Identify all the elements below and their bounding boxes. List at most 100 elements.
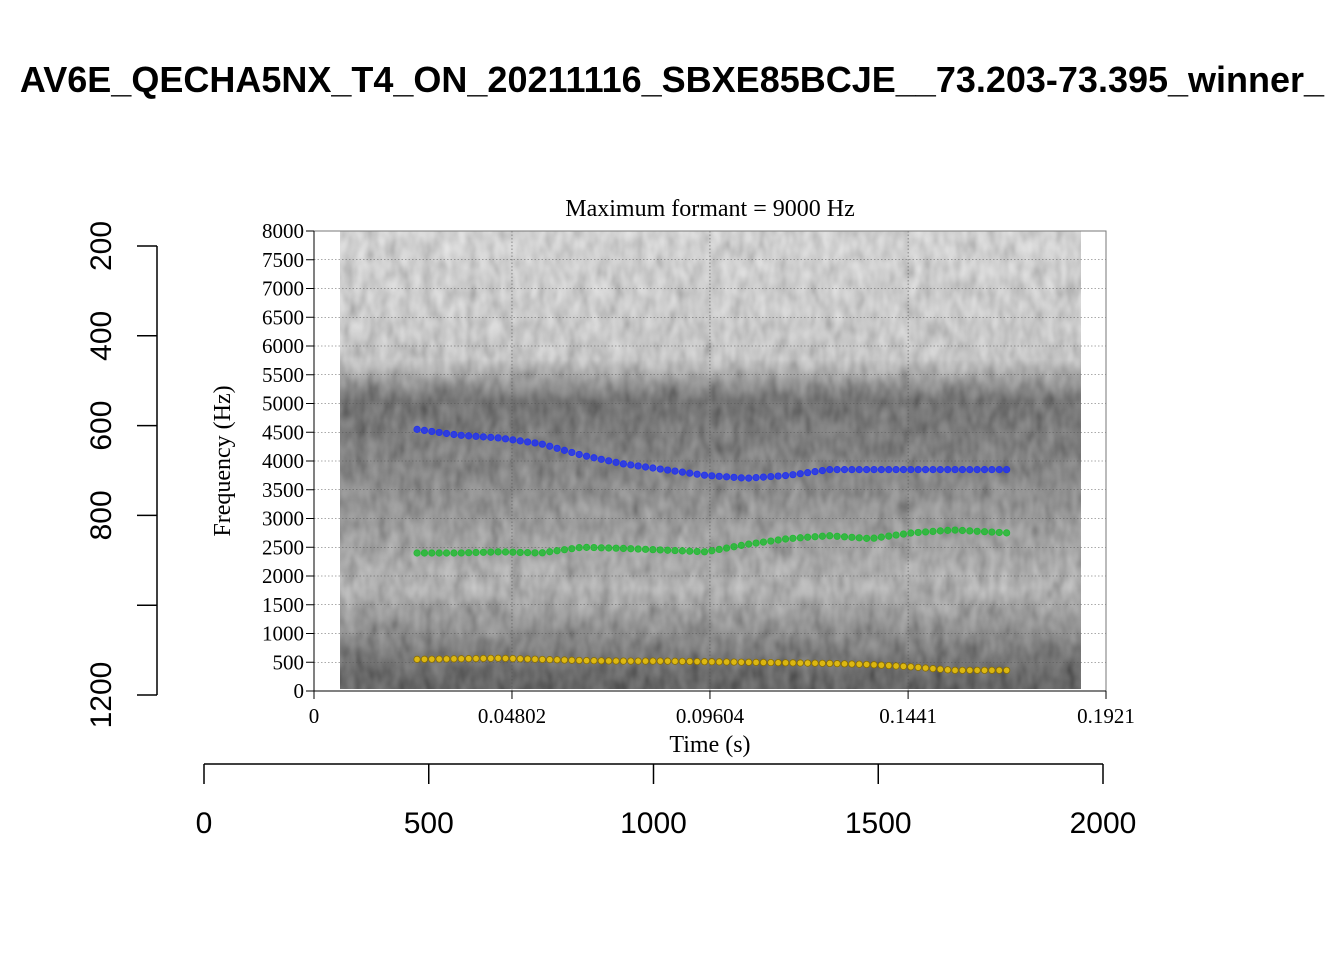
formant-point: [494, 434, 502, 442]
formant-point: [980, 528, 989, 536]
formant-point: [472, 548, 480, 557]
formant-point: [921, 664, 930, 672]
formant-point: [590, 454, 598, 462]
formant-point: [634, 462, 642, 470]
formant-tracks: [413, 425, 1011, 674]
x-tick-label: 0.1441: [879, 704, 937, 728]
formant-point: [921, 466, 930, 474]
y-tick-label: 500: [273, 650, 305, 674]
formant-point: [568, 448, 576, 457]
formant-point: [582, 452, 591, 460]
formant-point: [708, 658, 716, 666]
formant-point: [509, 436, 517, 444]
x-tick-label: 0.1921: [1077, 704, 1135, 728]
formant-point: [457, 655, 465, 663]
formant-point: [811, 533, 819, 541]
formant-point: [428, 655, 436, 663]
formant-series-3: [413, 654, 1011, 674]
formant-point: [420, 655, 429, 663]
formant-point: [840, 533, 849, 541]
outer-bottom-axis: 0 500 1000 1500 2000: [196, 763, 1136, 840]
formant-point: [737, 541, 745, 549]
formant-point: [708, 472, 716, 480]
formant-point: [465, 655, 473, 663]
formant-point: [664, 466, 672, 474]
formant-point: [575, 544, 583, 552]
formant-point: [745, 540, 753, 548]
formant-point: [885, 661, 893, 670]
formant-point: [855, 466, 863, 474]
formant-point: [936, 665, 944, 673]
formant-point: [892, 531, 900, 539]
formant-point: [973, 466, 981, 474]
formant-point: [951, 466, 959, 474]
y-tick-label: 4500: [262, 420, 304, 444]
formant-point: [575, 656, 583, 665]
formant-point: [774, 472, 782, 480]
formant-point: [914, 663, 922, 671]
formant-point: [789, 659, 797, 667]
outer-x-tick-label: 1500: [845, 807, 912, 840]
formant-point: [649, 657, 657, 665]
formant-point: [501, 654, 510, 662]
formant-point: [442, 655, 451, 663]
formant-point: [958, 666, 967, 674]
formant-point: [811, 468, 819, 476]
formant-point: [590, 657, 598, 665]
formant-point: [664, 657, 672, 665]
formant-point: [855, 660, 863, 668]
formant-point: [899, 530, 908, 538]
formant-point: [671, 467, 679, 475]
formant-point: [995, 666, 1003, 674]
y-tick-label: 6000: [262, 334, 304, 358]
formant-point: [627, 461, 635, 469]
formant-point: [759, 658, 768, 667]
formant-point: [641, 545, 650, 553]
formant-point: [796, 534, 804, 542]
formant-point: [597, 455, 605, 463]
formant-point: [988, 466, 996, 474]
formant-point: [958, 466, 967, 474]
formant-point: [420, 426, 429, 435]
formant-point: [612, 657, 620, 665]
formant-point: [848, 660, 856, 668]
formant-point: [988, 666, 996, 674]
formant-point: [722, 473, 731, 481]
y-axis-label: Frequency (Hz): [210, 385, 236, 536]
formant-point: [627, 545, 635, 553]
formant-point: [826, 532, 834, 540]
formant-point: [649, 546, 657, 554]
formant-point: [678, 547, 686, 555]
formant-point: [553, 547, 561, 555]
formant-point: [722, 544, 731, 552]
formant-point: [605, 544, 613, 552]
formant-point: [420, 549, 429, 557]
formant-point: [804, 659, 812, 667]
formant-point: [921, 528, 930, 536]
y-tick-label: 7500: [262, 248, 304, 272]
formant-point: [479, 654, 487, 663]
formant-point: [973, 527, 981, 535]
formant-point: [818, 466, 826, 475]
formant-point: [560, 546, 569, 554]
formant-point: [472, 432, 480, 440]
formant-point: [413, 655, 421, 663]
formant-point: [612, 544, 620, 552]
formant-point: [546, 548, 554, 556]
formant-point: [752, 539, 760, 547]
formant-point: [472, 654, 480, 663]
formant-point: [973, 666, 981, 674]
formant-point: [730, 543, 738, 551]
formant-point: [605, 457, 613, 465]
formant-point: [516, 437, 524, 445]
formant-point: [988, 528, 996, 536]
formant-point: [966, 666, 974, 674]
formant-point: [686, 469, 694, 477]
formant-point: [509, 654, 517, 663]
formant-point: [730, 473, 738, 481]
formant-point: [870, 661, 878, 669]
formant-point: [693, 470, 701, 478]
formant-point: [995, 466, 1003, 474]
formant-point: [494, 654, 502, 662]
